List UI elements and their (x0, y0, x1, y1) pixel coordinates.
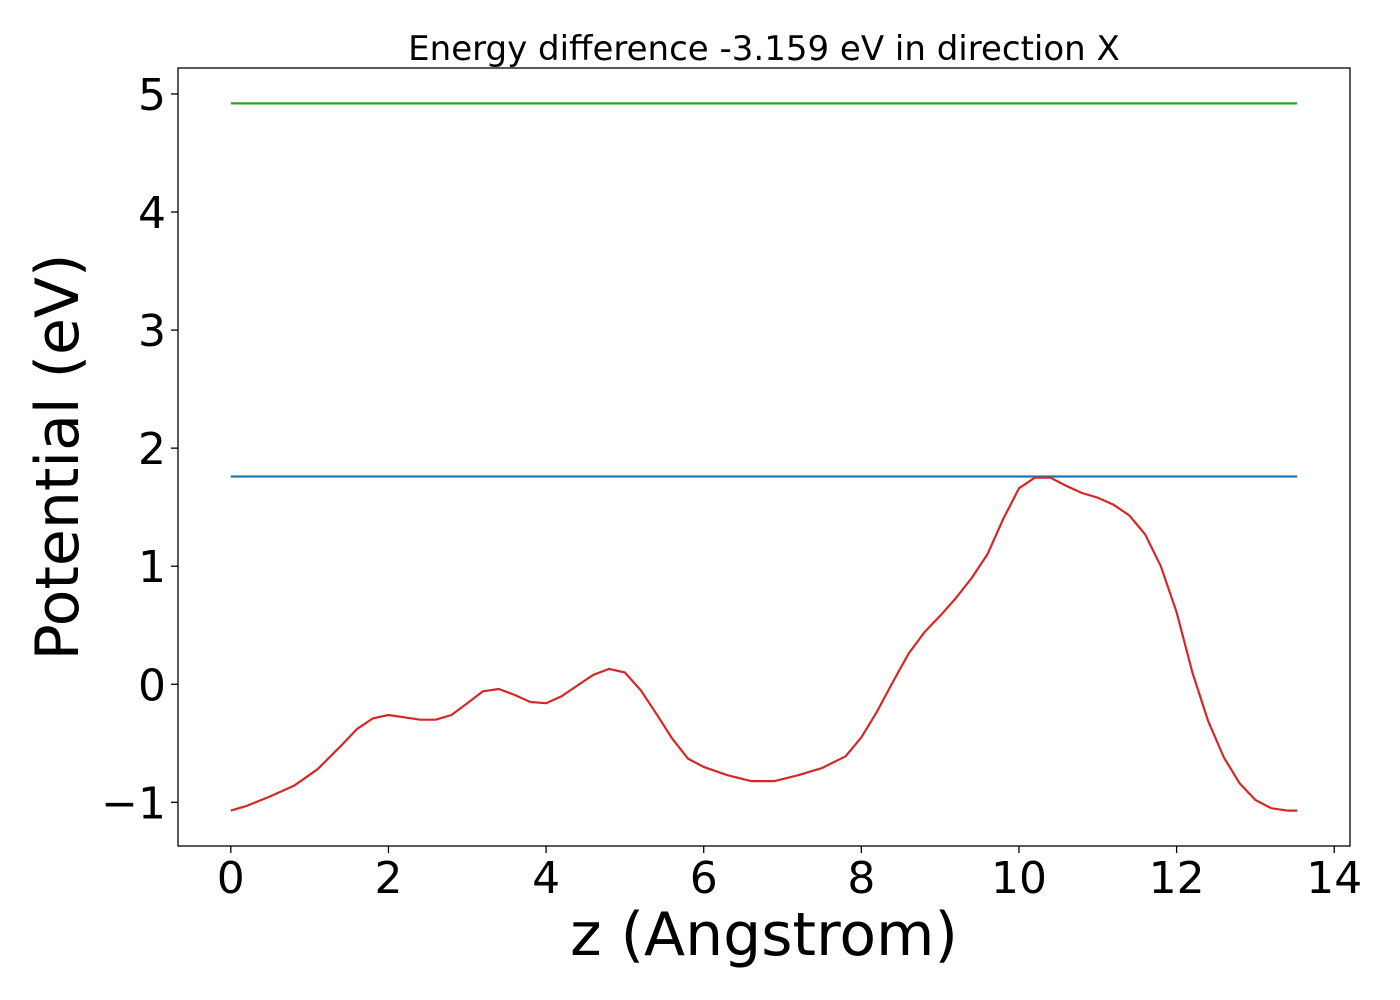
plot-frame (177, 67, 1351, 847)
x-tick-label: 10 (991, 853, 1047, 904)
series-line-2 (230, 476, 1298, 812)
x-tick-label: 12 (1149, 853, 1205, 904)
y-tick-label: 0 (138, 660, 166, 711)
x-axis-label: z (Angstrom) (570, 900, 958, 970)
y-tick-label: 3 (138, 306, 166, 357)
y-axis: −1 0 1 2 3 4 5 (101, 70, 178, 829)
x-tick-label: 14 (1306, 853, 1362, 904)
y-tick-label: 5 (138, 70, 166, 121)
y-tick-label: 2 (138, 424, 166, 475)
x-axis: 0 2 4 6 8 10 12 14 (217, 846, 1362, 904)
y-tick-label: −1 (101, 778, 166, 829)
y-tick-label: 4 (138, 188, 166, 239)
chart-title: Energy difference -3.159 eV in direction… (408, 29, 1120, 69)
x-tick-label: 2 (374, 853, 402, 904)
x-tick-label: 6 (690, 853, 718, 904)
x-tick-label: 8 (847, 853, 875, 904)
y-tick-label: 1 (138, 542, 166, 593)
x-tick-label: 0 (217, 853, 245, 904)
y-axis-label: Potential (eV) (23, 254, 93, 661)
x-tick-label: 4 (532, 853, 560, 904)
series-layer (230, 102, 1298, 812)
